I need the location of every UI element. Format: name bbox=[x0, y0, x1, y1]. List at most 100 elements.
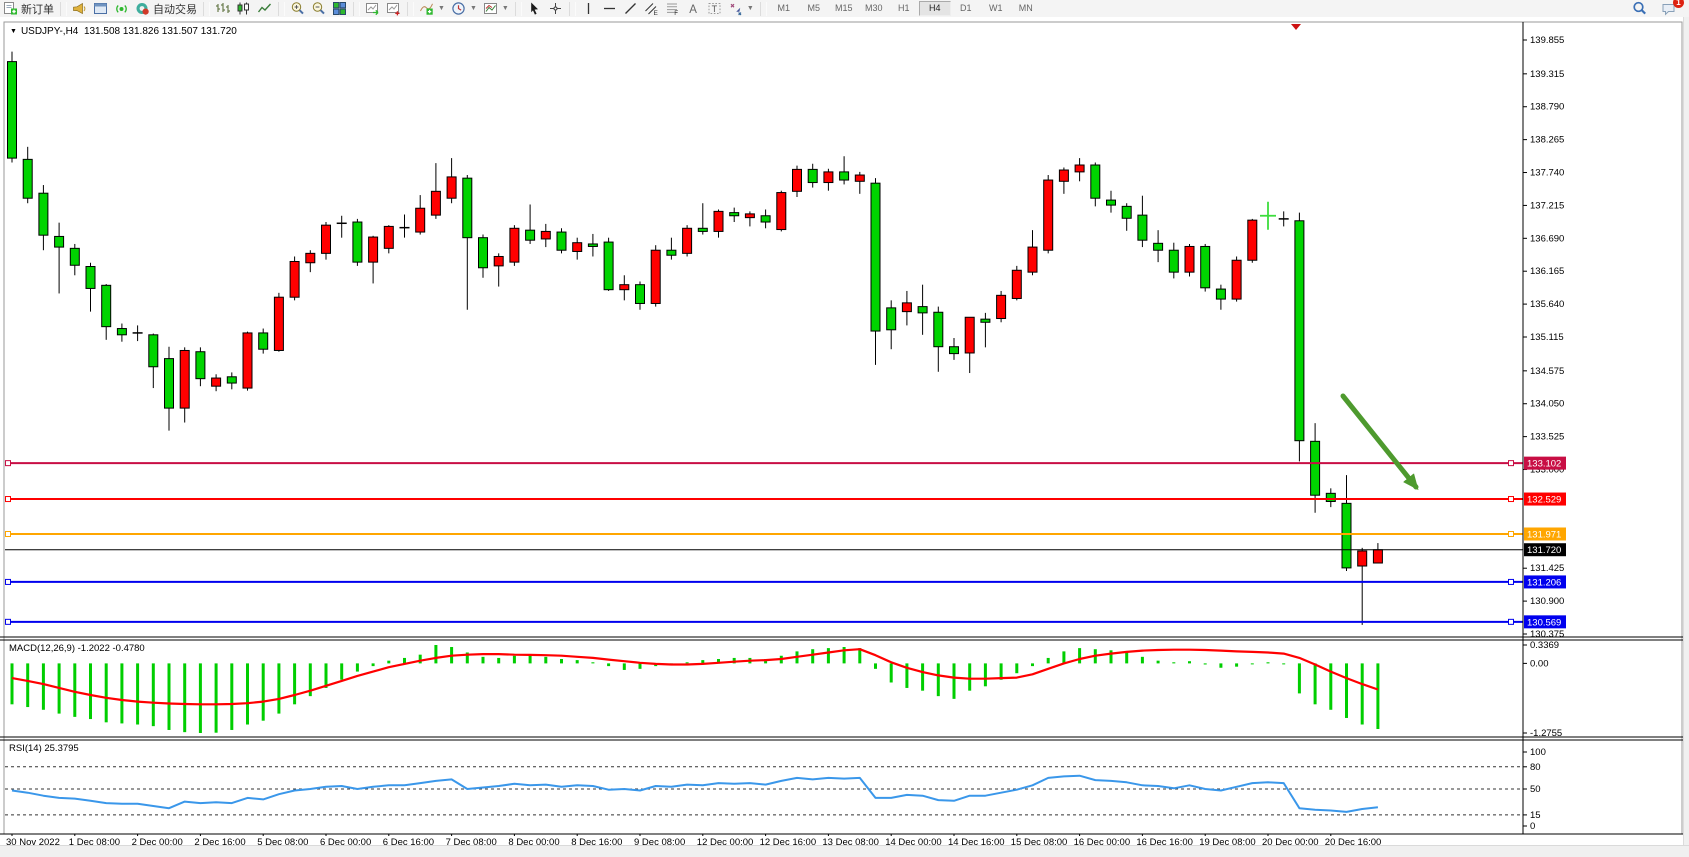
candle bbox=[1184, 245, 1195, 273]
trend-arrow-annotation[interactable] bbox=[1340, 393, 1419, 491]
candle bbox=[572, 242, 583, 252]
candlestick-button[interactable] bbox=[233, 1, 254, 17]
timeframe-button-w1[interactable]: W1 bbox=[989, 3, 1003, 13]
bar-chart-button[interactable] bbox=[212, 1, 233, 17]
terminal-button[interactable] bbox=[90, 1, 111, 17]
line-handle[interactable] bbox=[1508, 496, 1514, 503]
zoom-in-button[interactable] bbox=[287, 1, 308, 17]
auto-scroll-icon bbox=[366, 3, 379, 16]
price-axis-label: 137.740 bbox=[1530, 168, 1564, 179]
candle bbox=[509, 227, 520, 263]
vertical-line-button[interactable] bbox=[578, 1, 599, 17]
text-button[interactable]: A bbox=[683, 1, 704, 17]
market-depth-button[interactable] bbox=[69, 1, 90, 17]
text-icon: A bbox=[689, 4, 697, 16]
trendline-button[interactable] bbox=[620, 1, 641, 17]
time-axis-label: 8 Dec 00:00 bbox=[508, 837, 559, 845]
timeframe-button-m15[interactable]: M15 bbox=[834, 3, 853, 13]
signals-button[interactable] bbox=[111, 1, 132, 17]
macd-histogram-bar bbox=[1140, 656, 1144, 664]
macd-histogram-bar bbox=[277, 663, 281, 714]
price-axis-label: 138.790 bbox=[1530, 102, 1564, 113]
channel-icon: E bbox=[644, 3, 658, 16]
candle bbox=[760, 215, 771, 223]
chart-shift-button[interactable] bbox=[383, 1, 404, 17]
arrows-icon bbox=[730, 3, 742, 16]
chevron-down-icon[interactable]: ▼ bbox=[746, 5, 754, 12]
candle bbox=[713, 210, 724, 232]
channel-button[interactable]: E bbox=[641, 1, 662, 17]
indicators-button[interactable]: ▼ bbox=[416, 1, 448, 17]
chart-shift-marker[interactable] bbox=[1291, 24, 1301, 30]
right-gutter bbox=[1683, 17, 1689, 845]
chevron-down-icon[interactable]: ▼ bbox=[501, 5, 509, 12]
timeframe-button-m1[interactable]: M1 bbox=[777, 3, 790, 13]
autotrade-button[interactable]: 自动交易 bbox=[132, 1, 200, 17]
time-axis-label: 20 Dec 00:00 bbox=[1262, 837, 1319, 845]
notifications-button[interactable]: 1 bbox=[1658, 0, 1684, 17]
time-axis-label: 14 Dec 16:00 bbox=[948, 837, 1005, 845]
chevron-down-icon[interactable]: ▼ bbox=[438, 5, 445, 12]
candle bbox=[996, 294, 1007, 320]
fibonacci-button[interactable]: F bbox=[662, 1, 683, 17]
tile-windows-button[interactable] bbox=[329, 1, 350, 17]
macd-histogram-bar bbox=[214, 663, 218, 733]
cursor-icon bbox=[531, 2, 538, 15]
toolbar-separator bbox=[353, 1, 360, 16]
search-button[interactable] bbox=[1629, 1, 1650, 17]
macd-histogram-bar bbox=[261, 663, 265, 721]
arrows-button[interactable]: ▼ bbox=[725, 1, 757, 17]
timeframe-button-h4[interactable]: H4 bbox=[918, 1, 951, 16]
collapse-triangle-icon[interactable]: ▼ bbox=[10, 28, 17, 35]
macd-histogram-bar bbox=[685, 662, 689, 664]
window-icon bbox=[94, 3, 107, 14]
cursor-button[interactable] bbox=[524, 1, 545, 17]
line-chart-button[interactable] bbox=[254, 1, 275, 17]
line-handle[interactable] bbox=[5, 530, 11, 537]
candle bbox=[321, 224, 331, 254]
templates-button[interactable]: ▼ bbox=[480, 1, 512, 17]
periods-button[interactable]: ▼ bbox=[448, 1, 480, 17]
chart-canvas[interactable]: 139.855 139.315 138.790 138.265 137.740 137.2… bbox=[0, 17, 1689, 845]
candle bbox=[38, 192, 49, 236]
candle bbox=[258, 332, 269, 350]
chevron-down-icon[interactable]: ▼ bbox=[469, 5, 477, 12]
timeframe-button-h1[interactable]: H1 bbox=[897, 3, 910, 13]
timeframe-button-mn[interactable]: MN bbox=[1018, 3, 1033, 13]
hline-icon bbox=[603, 7, 615, 10]
label-button[interactable]: T bbox=[704, 1, 725, 17]
candle bbox=[1200, 245, 1211, 289]
toolbar-separator bbox=[407, 1, 414, 16]
candle bbox=[933, 311, 944, 348]
timeframe-button-d1[interactable]: D1 bbox=[959, 3, 972, 13]
candle bbox=[901, 302, 912, 313]
candle bbox=[1357, 550, 1368, 567]
price-badge bbox=[1524, 543, 1566, 557]
crosshair-button[interactable] bbox=[545, 1, 566, 17]
line-handle[interactable] bbox=[1508, 530, 1514, 537]
line-handle[interactable] bbox=[5, 460, 11, 467]
macd-histogram-bar bbox=[858, 648, 862, 664]
new-order-button[interactable]: 新订单 bbox=[0, 1, 57, 17]
line-handle[interactable] bbox=[1508, 618, 1514, 625]
macd-histogram-bar bbox=[560, 659, 563, 664]
candle bbox=[273, 296, 284, 351]
line-handle[interactable] bbox=[5, 618, 11, 625]
price-badge-label: 132.529 bbox=[1527, 495, 1561, 506]
time-axis-label: 1 Dec 08:00 bbox=[69, 837, 120, 845]
auto-scroll-button[interactable] bbox=[362, 1, 383, 17]
macd-histogram-bar bbox=[544, 656, 548, 664]
candle bbox=[682, 227, 693, 254]
candle bbox=[886, 307, 897, 331]
candle bbox=[619, 284, 630, 291]
line-handle[interactable] bbox=[5, 578, 11, 585]
macd-histogram-bar bbox=[1046, 657, 1050, 664]
zoom-out-button[interactable] bbox=[308, 1, 329, 17]
horizontal-line-button[interactable] bbox=[599, 1, 620, 17]
timeframe-button-m5[interactable]: M5 bbox=[807, 3, 820, 13]
timeframe-button-m30[interactable]: M30 bbox=[864, 3, 883, 13]
line-handle[interactable] bbox=[1508, 578, 1514, 585]
line-handle[interactable] bbox=[5, 496, 11, 503]
line-handle[interactable] bbox=[1508, 460, 1514, 467]
macd-histogram-bar bbox=[701, 660, 705, 664]
